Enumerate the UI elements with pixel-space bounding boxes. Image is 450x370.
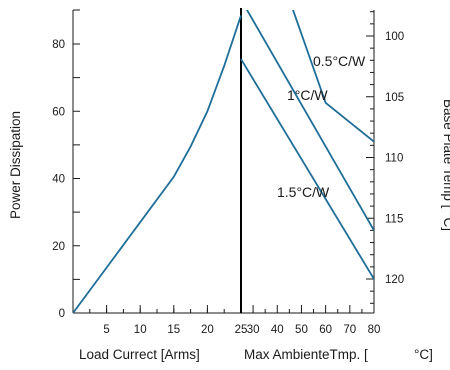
x-axis-tick-label: 80 — [368, 324, 381, 336]
right-axis-tick-label: 100 — [385, 31, 404, 43]
annotation-1-cw: 1°C/W — [287, 87, 328, 103]
power-curve-line — [73, 15, 242, 313]
left-axis-tick-label: 20 — [52, 241, 65, 253]
x-axis-tick-label: 5 — [103, 324, 109, 336]
annotation-1.5-cw: 1.5°C/W — [277, 184, 330, 200]
right-axis-label: Base Plate Temp [ °C] — [441, 99, 450, 231]
x-axis-tick-label: 20 — [201, 324, 214, 336]
thermal-line-0 — [292, 10, 374, 143]
right-axis-tick-label: 120 — [385, 274, 404, 286]
thermal-line-1 — [245, 10, 374, 231]
left-axis-tick-label: 80 — [52, 39, 65, 51]
right-axis-tick-label: 105 — [385, 92, 404, 104]
labels-group: Load Currect [Arms] Max AmbienteTmp. [ °… — [8, 53, 450, 362]
x-axis-tick-label: 15 — [167, 324, 180, 336]
x-axis-tick-label: 10 — [134, 324, 147, 336]
x-axis-tick-label: 40 — [271, 324, 284, 336]
x-axis-label-ambient-unit: °C] — [414, 347, 433, 362]
series-group — [73, 10, 374, 313]
right-axis-tick-label: 115 — [385, 213, 403, 225]
x-axis-tick-label: 60 — [319, 324, 332, 336]
left-axis-tick-label: 0 — [59, 308, 65, 320]
x-axis-tick-label: 30 — [247, 324, 260, 336]
annotation-0.5-cw: 0.5°C/W — [313, 53, 366, 69]
thermal-line-2 — [240, 58, 374, 280]
left-axis-tick-label: 60 — [52, 106, 65, 118]
left-axis-tick-label: 40 — [52, 174, 65, 186]
right-axis-tick-label: 110 — [385, 153, 403, 165]
axes-group: 0 20 40 60 80 100 105 110 115 120 5 10 15 20 25 30 40 50 6… — [52, 8, 404, 336]
x-axis-tick-label: 25 — [235, 324, 248, 336]
x-axis-tick-label: 70 — [343, 324, 356, 336]
left-axis-label: Power Dissipation — [8, 111, 23, 219]
x-axis-label-ambient-temp: Max AmbienteTmp. [ — [244, 347, 368, 362]
x-axis-label-load-current: Load Currect [Arms] — [79, 347, 200, 362]
x-axis-tick-label: 50 — [295, 324, 308, 336]
